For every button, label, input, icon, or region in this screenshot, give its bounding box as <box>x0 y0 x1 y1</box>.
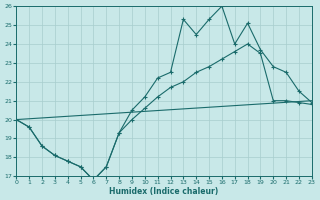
X-axis label: Humidex (Indice chaleur): Humidex (Indice chaleur) <box>109 187 219 196</box>
